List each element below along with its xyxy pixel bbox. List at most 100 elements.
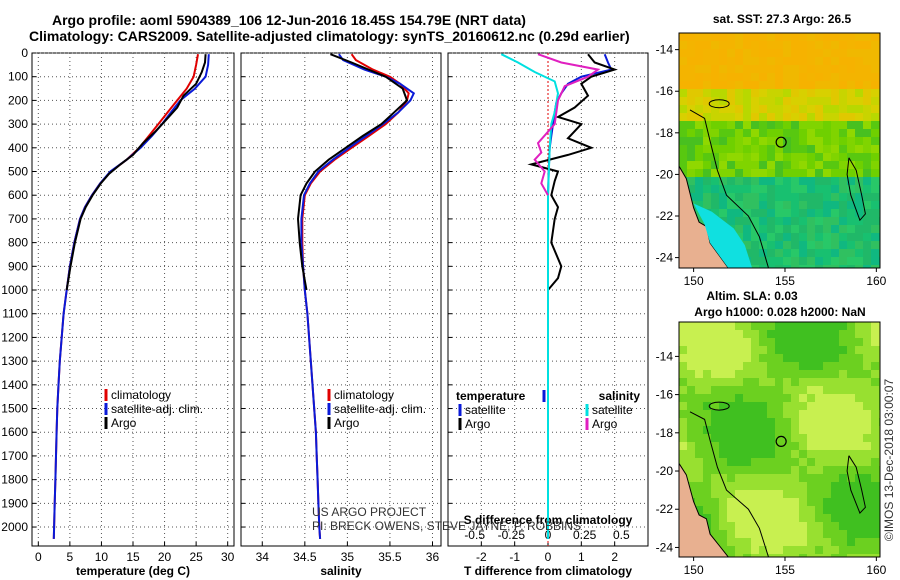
sla-map-cell (823, 538, 831, 546)
sst-map-cell (807, 153, 815, 161)
sla-map-cell (711, 450, 719, 458)
sla-map-cell (751, 522, 759, 530)
sst-map-cell (711, 137, 719, 145)
sst-map-cell (815, 265, 823, 268)
sla-map-cell (791, 330, 799, 338)
sla-map-cell (807, 418, 815, 426)
sst-map-cell (775, 249, 783, 257)
sst-map-cell (807, 209, 815, 217)
sla-map-cell (695, 346, 703, 354)
y-tick-label: 300 (8, 117, 28, 131)
sla-map-cell (839, 386, 847, 394)
sla-map-cell (719, 434, 727, 442)
sla-map-cell (687, 346, 695, 354)
sla-map-cell (783, 522, 791, 530)
sst-map-cell (727, 89, 735, 97)
sla-map-cell (799, 466, 807, 474)
sst-map-cell (743, 81, 751, 89)
sla-map-cell (823, 378, 831, 386)
sla-map-cell (863, 434, 871, 442)
sst-map-cell (855, 265, 863, 268)
sla-map-cell (807, 362, 815, 370)
salinity-x-tick-label: 35 (341, 550, 355, 564)
sla-map-cell (703, 482, 711, 490)
sst-map-cell (775, 185, 783, 193)
sla-map-cell (743, 506, 751, 514)
figure-title-line1: Argo profile: aoml 5904389_106 12-Jun-20… (52, 12, 526, 28)
temperature-x-tick-label: 5 (67, 550, 74, 564)
sst-map-cell (751, 265, 759, 268)
sla-map-cell (759, 498, 767, 506)
sla-map-cell (743, 330, 751, 338)
sla-map-cell (839, 338, 847, 346)
sst-map-cell (791, 201, 799, 209)
sst-map-cell (799, 185, 807, 193)
watermark-project: US ARGO PROJECT (312, 505, 427, 519)
sla-map-cell (711, 482, 719, 490)
legend-header-salinity: salinity (599, 389, 641, 403)
sla-map-cell (863, 394, 871, 402)
sla-map-cell (775, 506, 783, 514)
sla-map-cell (847, 338, 855, 346)
sst-map-cell (871, 73, 879, 81)
sla-map-cell (695, 498, 703, 506)
sla-map-cell (799, 554, 807, 557)
sla-map-cell (783, 458, 791, 466)
sst-map-cell (839, 105, 847, 113)
sla-map-cell (679, 426, 687, 434)
sst-map-cell (775, 129, 783, 137)
sst-map-cell (687, 65, 695, 73)
sla-map-cell (679, 458, 687, 466)
sst-map-cell (743, 65, 751, 73)
sst-map-cell (759, 137, 767, 145)
sst-map-cell (719, 121, 727, 129)
sst-map-cell (703, 153, 711, 161)
sla-map-cell (855, 402, 863, 410)
sla-map-y-tick-label: -16 (656, 388, 674, 402)
sla-map-cell (775, 434, 783, 442)
sla-map-cell (831, 498, 839, 506)
sst-map-cell (743, 73, 751, 81)
sst-map-cell (703, 89, 711, 97)
sla-map-cell (679, 378, 687, 386)
sst-map-cell (799, 201, 807, 209)
sst-map-cell (815, 201, 823, 209)
sla-map-cell (775, 386, 783, 394)
sla-map-cell (807, 442, 815, 450)
sla-map-cell (823, 474, 831, 482)
sst-map-cell (775, 49, 783, 57)
sst-map-cell (751, 249, 759, 257)
sst-map-cell (799, 73, 807, 81)
sla-map-cell (727, 530, 735, 538)
sla-map-cell (735, 338, 743, 346)
sst-map-cell (823, 73, 831, 81)
sla-map-cell (743, 322, 751, 330)
sst-map-cell (855, 105, 863, 113)
sla-map-cell (815, 546, 823, 554)
sst-map-cell (759, 233, 767, 241)
sla-map-cell (759, 354, 767, 362)
sla-map-cell (839, 346, 847, 354)
sla-map-cell (751, 482, 759, 490)
sla-map-cell (687, 322, 695, 330)
sst-map-cell (799, 241, 807, 249)
sst-map-cell (687, 113, 695, 121)
sst-map-cell (743, 145, 751, 153)
sst-map-title: sat. SST: 27.3 Argo: 26.5 (713, 12, 852, 26)
sla-map-cell (871, 330, 879, 338)
sst-map-cell (711, 185, 719, 193)
sla-map-cell (783, 378, 791, 386)
sla-map-cell (719, 330, 727, 338)
sst-map-cell (783, 145, 791, 153)
sst-map-cell (863, 257, 871, 265)
sla-map-cell (759, 434, 767, 442)
sla-map-cell (735, 322, 743, 330)
sst-map-cell (831, 225, 839, 233)
sla-map-cell (799, 522, 807, 530)
sst-map-cell (695, 89, 703, 97)
sla-map-cell (719, 522, 727, 530)
sla-map-cell (727, 458, 735, 466)
sla-map-cell (807, 554, 815, 557)
